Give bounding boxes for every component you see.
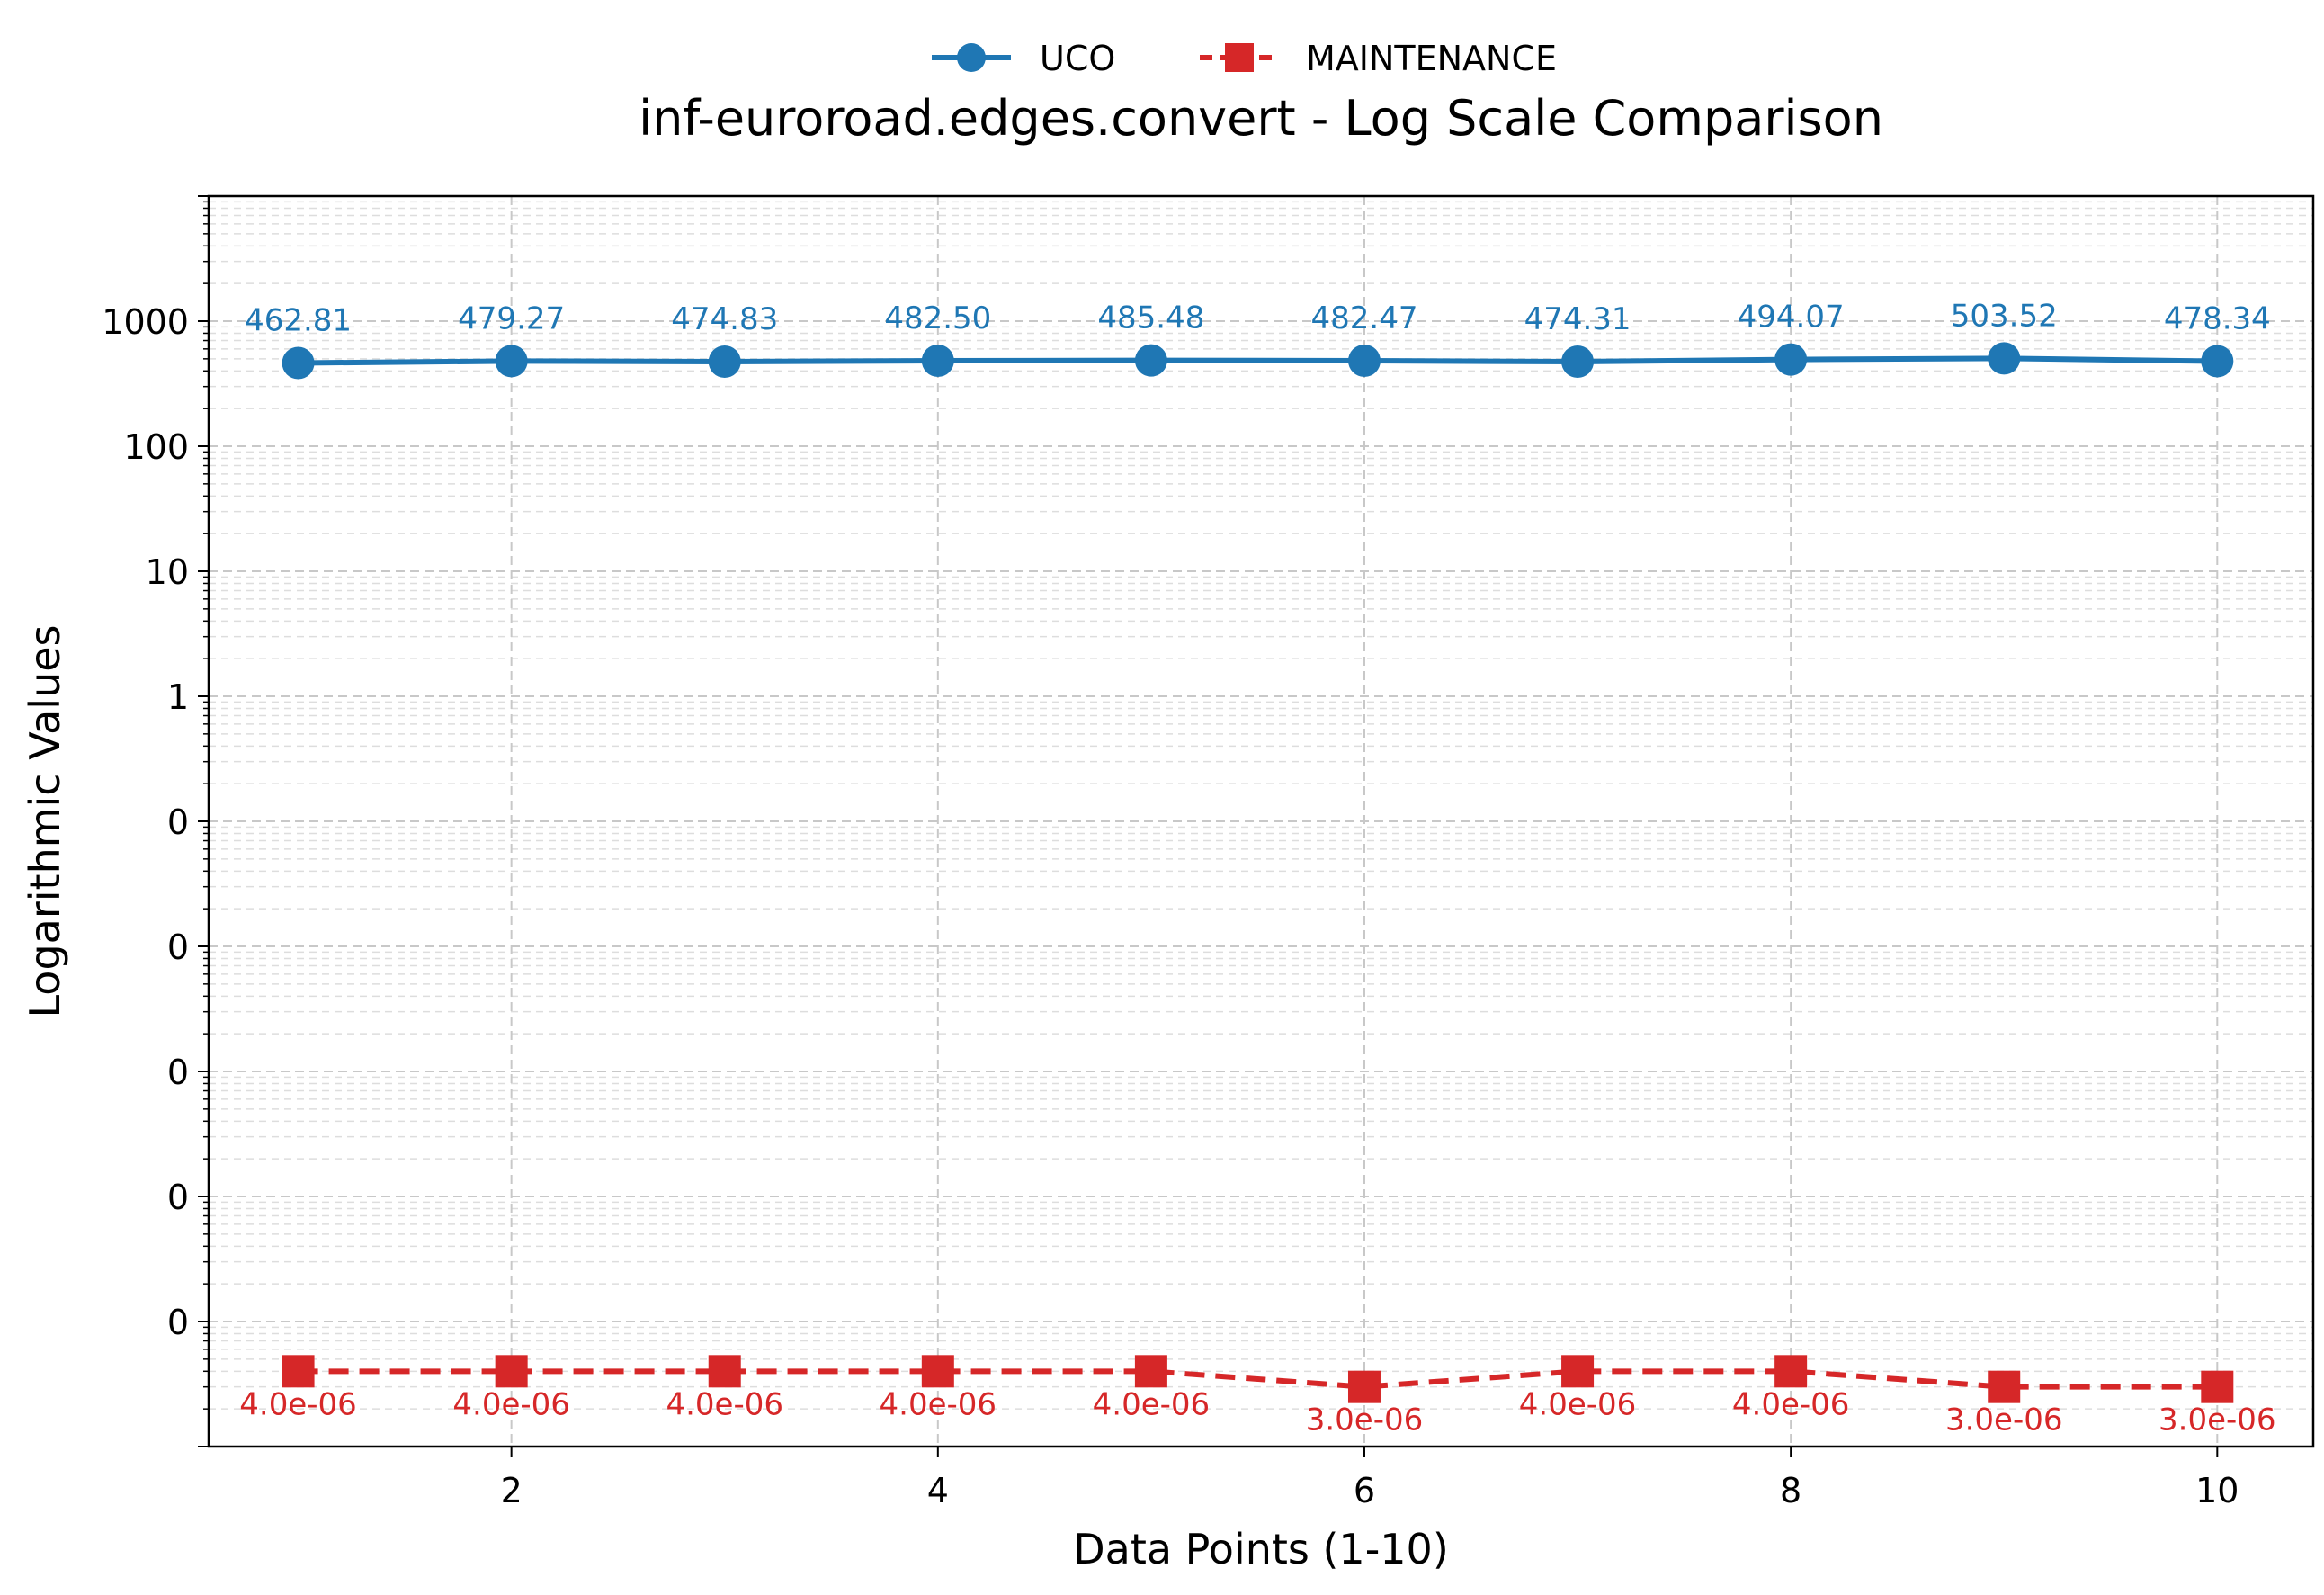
maintenance-data-label: 3.0e-06 xyxy=(1306,1402,1424,1438)
maintenance-point xyxy=(495,1355,528,1388)
y-tick-label: 100 xyxy=(123,427,189,467)
uco-point xyxy=(1347,344,1381,377)
uco-data-label: 482.50 xyxy=(884,300,991,336)
uco-point xyxy=(1134,344,1167,377)
uco-data-label: 482.47 xyxy=(1311,300,1418,336)
uco-data-label: 503.52 xyxy=(1951,298,2058,334)
plot-area-frame xyxy=(207,194,2315,1448)
uco-point xyxy=(282,346,315,380)
uco-data-label: 478.34 xyxy=(2164,301,2271,337)
y-tick-label: 0 xyxy=(167,1303,189,1342)
x-tick-label: 4 xyxy=(927,1471,949,1510)
legend-uco-marker xyxy=(957,43,986,72)
uco-point xyxy=(1774,343,1808,376)
maintenance-data-label: 4.0e-06 xyxy=(452,1386,570,1422)
y-tick-label: 10 xyxy=(146,552,189,592)
legend-uco-label: UCO xyxy=(1040,39,1115,78)
x-tick-label: 8 xyxy=(1780,1471,1801,1510)
maintenance-point xyxy=(1347,1370,1381,1403)
y-tick-label: 1 xyxy=(167,677,189,717)
maintenance-data-label: 4.0e-06 xyxy=(1093,1386,1211,1422)
maintenance-point xyxy=(282,1355,315,1388)
series-group: 462.81 479.27 474.83 482.50 485.48 482.47 474.… xyxy=(239,298,2275,1438)
legend: UCO MAINTENANCE xyxy=(932,39,1557,78)
chart-title: inf-euroroad.edges.convert - Log Scale C… xyxy=(639,90,1883,147)
x-tick-label: 2 xyxy=(501,1471,523,1510)
maintenance-point xyxy=(708,1355,741,1388)
maintenance-data-label: 4.0e-06 xyxy=(1519,1386,1637,1422)
y-tick-label: 0 xyxy=(167,1053,189,1092)
uco-series-line xyxy=(298,355,2218,366)
uco-point xyxy=(2201,345,2234,378)
maintenance-point xyxy=(1988,1370,2021,1403)
uco-point xyxy=(708,345,741,378)
uco-point xyxy=(495,345,528,378)
maintenance-point xyxy=(921,1355,954,1388)
uco-data-label: 474.83 xyxy=(671,301,778,337)
maintenance-point xyxy=(1774,1355,1808,1388)
maintenance-data-label: 4.0e-06 xyxy=(666,1386,783,1422)
uco-data-label: 462.81 xyxy=(245,303,352,339)
uco-data-label: 479.27 xyxy=(458,300,565,336)
legend-maintenance-marker xyxy=(1225,43,1254,72)
maintenance-data-label: 3.0e-06 xyxy=(2159,1402,2276,1438)
maintenance-data-label: 4.0e-06 xyxy=(239,1386,357,1422)
maintenance-data-label: 4.0e-06 xyxy=(1732,1386,1850,1422)
x-axis-label: Data Points (1-10) xyxy=(1073,1525,1449,1573)
x-tick-label: 6 xyxy=(1354,1471,1375,1510)
uco-data-label: 474.31 xyxy=(1524,301,1631,337)
y-tick-label: 0 xyxy=(167,802,189,842)
uco-point xyxy=(1561,345,1595,379)
x-tick-label: 10 xyxy=(2195,1471,2239,1510)
y-tick-label: 1000 xyxy=(102,302,189,342)
uco-point xyxy=(921,344,954,377)
uco-data-label: 494.07 xyxy=(1738,300,1845,336)
uco-data-label: 485.48 xyxy=(1097,300,1204,336)
maintenance-point xyxy=(1561,1355,1595,1388)
maintenance-data-label: 4.0e-06 xyxy=(880,1386,997,1422)
y-tick-label: 0 xyxy=(167,1178,189,1217)
uco-point xyxy=(1988,342,2021,375)
y-tick-label: 0 xyxy=(167,927,189,967)
y-axis-label: Logarithmic Values xyxy=(21,624,69,1017)
maintenance-series-line xyxy=(298,1368,2218,1390)
maintenance-data-label: 3.0e-06 xyxy=(1945,1402,2063,1438)
maintenance-point xyxy=(2201,1370,2234,1403)
legend-maintenance-label: MAINTENANCE xyxy=(1306,39,1557,78)
maintenance-point xyxy=(1134,1355,1167,1388)
